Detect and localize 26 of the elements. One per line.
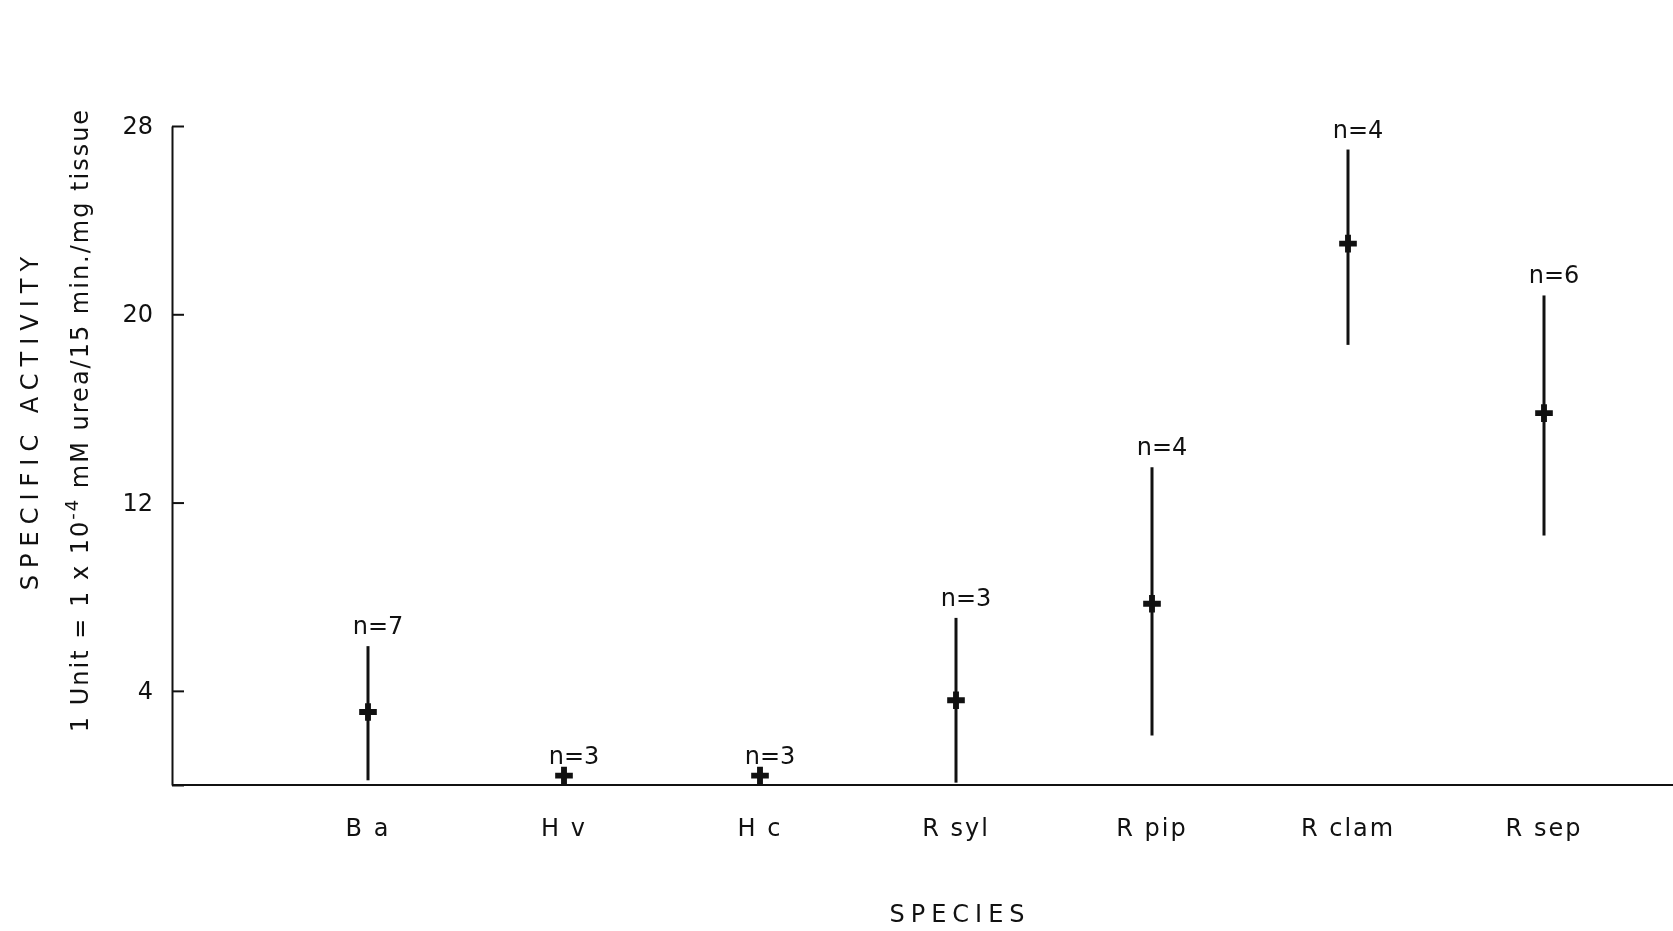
y-tick-label: 28	[122, 112, 153, 141]
annotation: n=3	[940, 583, 992, 612]
x-tick-label: R clam	[1300, 814, 1396, 843]
annotation: n=6	[1528, 261, 1580, 290]
annotation: n=7	[352, 612, 404, 641]
annotation: n=3	[548, 741, 600, 770]
y-tick-label: 12	[122, 488, 153, 517]
annotation: n=4	[1332, 115, 1384, 144]
point	[947, 691, 965, 710]
point	[751, 766, 769, 785]
point	[1143, 594, 1161, 613]
point	[1535, 404, 1553, 422]
x-tick-label: R syl	[922, 814, 990, 843]
point	[555, 766, 573, 785]
annotation: n=3	[744, 741, 796, 770]
x-axis-title: SPECIES	[889, 900, 1031, 928]
point	[1339, 234, 1357, 253]
x-tick-label: H v	[541, 814, 587, 843]
x-tick-label: R pip	[1116, 814, 1188, 843]
point	[359, 703, 377, 721]
y-tick-label: 4	[137, 677, 153, 706]
x-tick-label: R sep	[1505, 814, 1583, 843]
x-tick-label: B a	[345, 814, 391, 843]
y-tick-label: 20	[122, 300, 153, 329]
annotation: n=4	[1136, 433, 1188, 462]
x-tick-label: H c	[737, 814, 783, 843]
